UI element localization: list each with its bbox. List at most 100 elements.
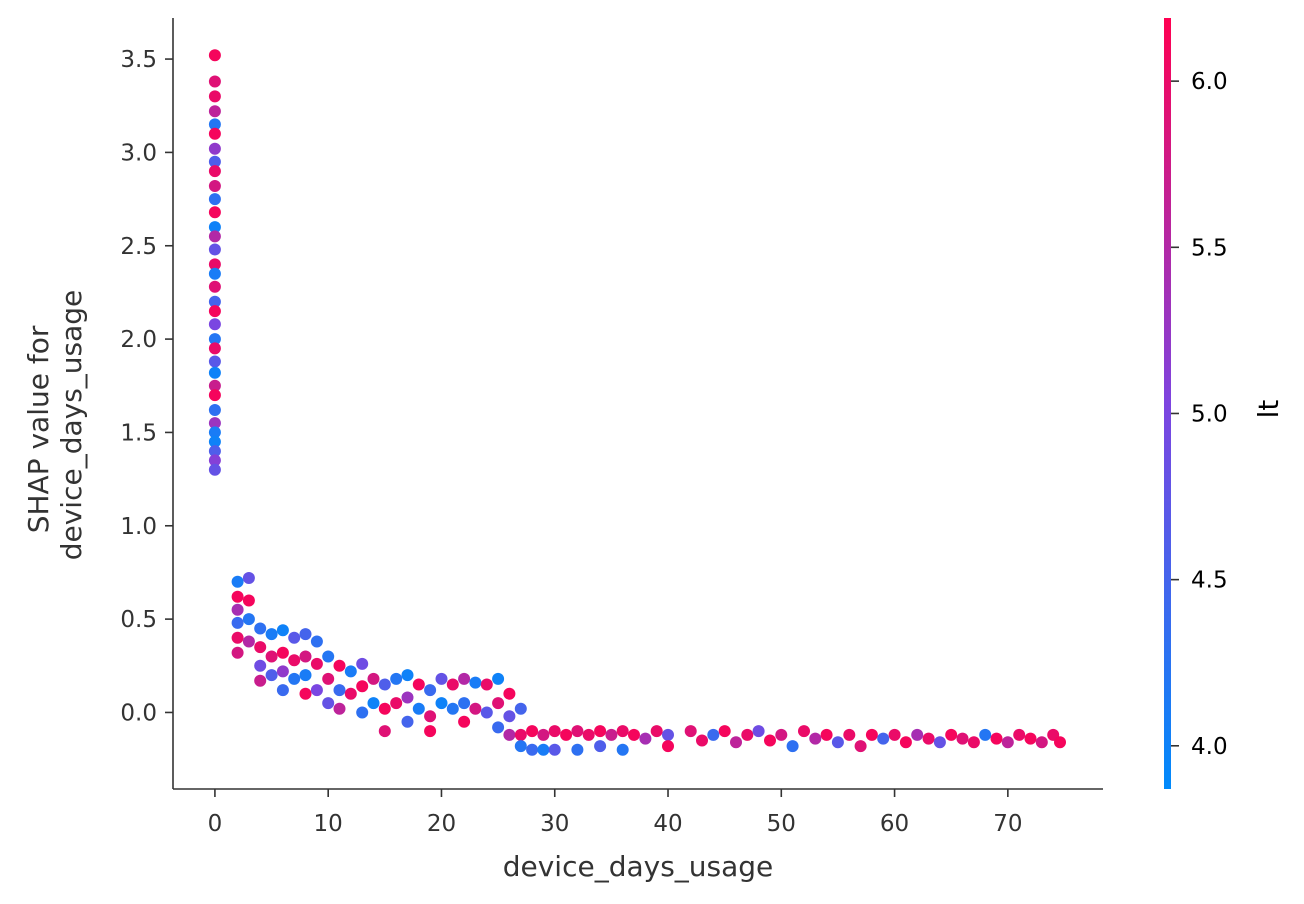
data-point <box>582 728 595 741</box>
data-point <box>628 728 640 741</box>
colorbar-tick-label: 5.0 <box>1191 401 1228 427</box>
data-point <box>650 725 663 738</box>
data-point <box>526 743 539 756</box>
data-point <box>356 657 369 670</box>
data-point <box>208 404 221 416</box>
data-point <box>730 736 742 749</box>
data-point <box>401 691 414 704</box>
data-point <box>299 628 312 641</box>
data-point <box>877 732 890 745</box>
data-point <box>458 715 471 728</box>
data-point <box>1035 736 1048 749</box>
data-point <box>208 389 221 402</box>
data-point <box>503 710 516 723</box>
data-point <box>424 684 437 697</box>
data-point <box>333 684 346 697</box>
y-tick-label: 0.5 <box>120 607 157 633</box>
x-tick-label: 50 <box>767 811 796 837</box>
data-point <box>254 622 267 635</box>
data-point <box>503 728 516 741</box>
data-point <box>208 355 221 368</box>
colorbar-tick-label: 4.5 <box>1191 568 1228 594</box>
data-point <box>809 732 822 745</box>
data-point <box>356 680 369 693</box>
data-point <box>208 295 221 308</box>
data-point <box>514 728 527 741</box>
data-point <box>356 706 369 719</box>
x-tick-label: 30 <box>540 811 569 837</box>
data-point <box>820 728 833 741</box>
data-point <box>208 318 221 331</box>
data-point <box>503 687 516 700</box>
data-point <box>616 743 629 756</box>
data-point <box>208 417 221 430</box>
data-point <box>208 243 221 256</box>
data-point <box>254 674 267 687</box>
data-point <box>231 603 244 616</box>
colorbar-tick-label: 4.0 <box>1191 734 1228 760</box>
data-point <box>469 676 482 689</box>
data-point <box>208 193 221 206</box>
data-point <box>231 646 244 659</box>
data-point <box>310 684 323 697</box>
data-point <box>333 659 346 672</box>
data-point <box>254 659 267 672</box>
x-tick-label: 20 <box>427 811 456 837</box>
data-point <box>276 665 289 678</box>
x-axis-ticks: 0 10 20 30 40 50 60 70 <box>208 789 1022 837</box>
data-point <box>922 732 935 745</box>
data-point <box>741 728 754 741</box>
data-point <box>571 743 584 756</box>
data-point <box>208 435 221 448</box>
x-tick-label: 70 <box>993 811 1022 837</box>
data-point <box>242 594 255 607</box>
data-point <box>1024 732 1037 745</box>
data-point <box>208 333 221 346</box>
data-point <box>208 379 221 392</box>
data-point <box>231 575 244 588</box>
data-point <box>967 736 980 749</box>
data-point <box>401 715 414 728</box>
y-axis-ticks: 0.0 0.5 1.0 1.5 2.0 2.5 3.0 3.5 <box>120 47 173 726</box>
data-point <box>718 725 731 738</box>
data-point <box>480 706 493 719</box>
data-point <box>888 728 901 741</box>
data-point <box>764 734 776 747</box>
plot-area <box>208 49 1066 756</box>
data-point <box>288 654 301 667</box>
data-point <box>492 721 505 734</box>
data-point <box>310 657 323 670</box>
data-point <box>265 650 278 663</box>
y-tick-label: 0.0 <box>120 700 157 726</box>
data-point <box>265 669 278 682</box>
data-point <box>775 728 788 741</box>
data-point <box>446 702 459 715</box>
data-point <box>322 697 335 710</box>
data-point <box>979 728 992 741</box>
y-tick-label: 3.5 <box>120 47 157 73</box>
data-point <box>752 725 765 738</box>
data-point <box>401 669 414 682</box>
data-point <box>537 743 550 756</box>
data-point <box>208 454 221 467</box>
data-point <box>208 280 221 293</box>
data-point <box>208 105 221 118</box>
data-point <box>231 631 244 644</box>
data-point <box>707 728 720 741</box>
data-point <box>208 127 221 140</box>
data-point <box>208 142 221 155</box>
data-point <box>208 230 221 243</box>
data-point <box>684 725 697 738</box>
data-point <box>412 678 425 691</box>
data-point <box>945 728 958 741</box>
data-point <box>299 650 312 663</box>
data-point <box>435 672 448 685</box>
y-axis-title: SHAP value for device_days_usage <box>22 290 88 561</box>
data-point <box>288 672 301 685</box>
data-point <box>1013 728 1026 741</box>
colorbar-tick-label: 5.5 <box>1191 235 1228 261</box>
data-point <box>911 728 924 741</box>
data-point <box>514 702 527 715</box>
data-point <box>208 206 221 219</box>
data-point <box>469 702 482 715</box>
